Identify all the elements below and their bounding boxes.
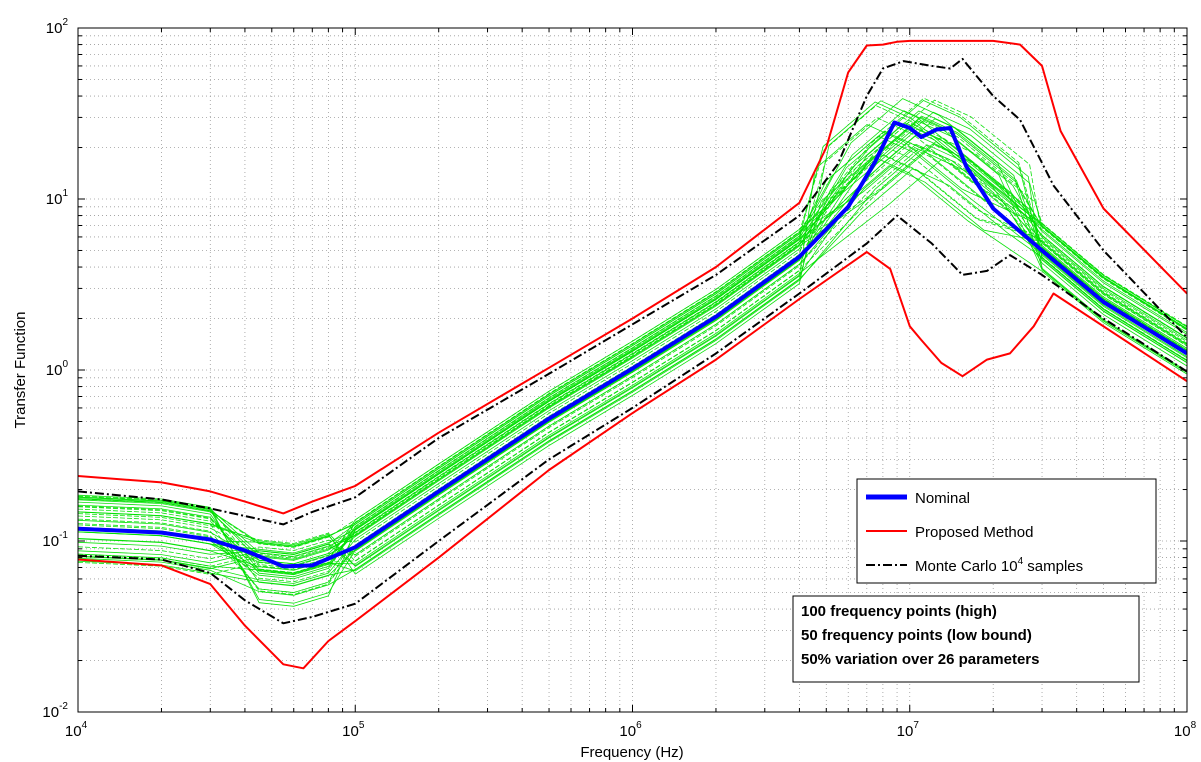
- legend: Nominal Proposed Method Monte Carlo 104 …: [856, 478, 1157, 584]
- monte-carlo-sample-line: [78, 128, 1187, 571]
- monte-carlo-sample-line: [78, 98, 1187, 565]
- monte-carlo-sample-line: [78, 134, 1187, 604]
- series-lines: [78, 39, 1187, 670]
- legend-label-monte-carlo-base: Monte Carlo 10: [915, 558, 1018, 575]
- legend-label-monte-carlo-exponent: 4: [1018, 556, 1024, 567]
- annotation-line-1: 100 frequency points (high): [801, 603, 997, 620]
- x-axis-label: Frequency (Hz): [580, 744, 683, 761]
- y-tick-label: 100: [46, 359, 69, 379]
- y-tick-label-exponent: 0: [62, 359, 68, 370]
- y-tick-label-base: 10: [46, 20, 63, 37]
- y-tick-label-base: 10: [46, 362, 63, 379]
- monte-carlo-sample-line: [78, 156, 1187, 596]
- series-line-monte-carlo-lower: [78, 214, 1187, 625]
- legend-label-proposed-method: Proposed Method: [915, 524, 1033, 541]
- monte-carlo-sample-line: [78, 154, 1187, 560]
- x-tick-label: 107: [897, 720, 920, 740]
- x-tick-label-exponent: 6: [636, 720, 642, 731]
- monte-carlo-sample-line: [78, 143, 1187, 556]
- y-tick-label-exponent: -2: [59, 701, 68, 712]
- y-tick-label-exponent: 1: [62, 188, 68, 199]
- monte-carlo-sample-curves: [78, 97, 1187, 607]
- monte-carlo-sample-line: [78, 110, 1187, 587]
- y-tick-label-exponent: -1: [59, 530, 68, 541]
- y-tick-label: 10-1: [42, 530, 68, 550]
- x-tick-label-base: 10: [619, 723, 636, 740]
- y-tick-label-base: 10: [42, 704, 59, 721]
- monte-carlo-sample-line: [78, 165, 1187, 578]
- y-tick-label-base: 10: [46, 191, 63, 208]
- x-tick-label-base: 10: [1174, 723, 1191, 740]
- y-tick-label-base: 10: [42, 533, 59, 550]
- monte-carlo-sample-line: [78, 143, 1187, 569]
- y-tick-label: 102: [46, 17, 69, 37]
- monte-carlo-sample-line: [78, 122, 1187, 584]
- legend-label-nominal: Nominal: [915, 490, 970, 507]
- series-line-monte-carlo-upper: [78, 57, 1187, 526]
- grid-lines: [78, 28, 1187, 712]
- annotation-frame: [792, 595, 1140, 683]
- x-tick-label: 104: [65, 720, 88, 740]
- legend-label-monte-carlo: Monte Carlo 104 samples: [915, 556, 1083, 575]
- annotation-line-3: 50% variation over 26 parameters: [801, 651, 1039, 668]
- monte-carlo-sample-line: [78, 118, 1187, 557]
- x-tick-label-exponent: 4: [82, 720, 88, 731]
- monte-carlo-sample-line: [78, 116, 1187, 607]
- monte-carlo-sample-line: [78, 144, 1187, 558]
- series-line-proposed-method: [78, 39, 1187, 515]
- x-tick-label-base: 10: [897, 723, 914, 740]
- x-tick-label: 105: [342, 720, 365, 740]
- y-tick-label-exponent: 2: [62, 17, 68, 28]
- series-line-proposed-method-lower: [78, 251, 1187, 670]
- y-axis-label: Transfer Function: [12, 312, 29, 429]
- monte-carlo-sample-line: [78, 101, 1187, 576]
- x-tick-label: 108: [1174, 720, 1197, 740]
- monte-carlo-sample-line: [78, 124, 1187, 568]
- monte-carlo-sample-line: [78, 153, 1187, 562]
- y-tick-label: 10-2: [42, 701, 68, 721]
- x-tick-label-base: 10: [65, 723, 82, 740]
- monte-carlo-sample-line: [78, 117, 1187, 595]
- monte-carlo-sample-line: [78, 144, 1187, 574]
- x-tick-label-exponent: 7: [913, 720, 919, 731]
- x-tick-label-exponent: 8: [1191, 720, 1197, 731]
- monte-carlo-sample-line: [78, 119, 1187, 583]
- monte-carlo-sample-line: [78, 135, 1187, 580]
- legend-label-monte-carlo-suffix: samples: [1023, 558, 1083, 575]
- monte-carlo-sample-line: [78, 100, 1187, 575]
- monte-carlo-sample-line: [78, 147, 1187, 548]
- annotation-line-2: 50 frequency points (low bound): [801, 627, 1032, 644]
- x-tick-label-exponent: 5: [359, 720, 365, 731]
- x-tick-label: 106: [619, 720, 642, 740]
- x-tick-label-base: 10: [342, 723, 359, 740]
- series-line-nominal: [78, 120, 1187, 569]
- y-tick-label: 101: [46, 188, 69, 208]
- monte-carlo-sample-line: [78, 144, 1187, 566]
- annotation-box: 100 frequency points (high) 50 frequency…: [792, 595, 1140, 683]
